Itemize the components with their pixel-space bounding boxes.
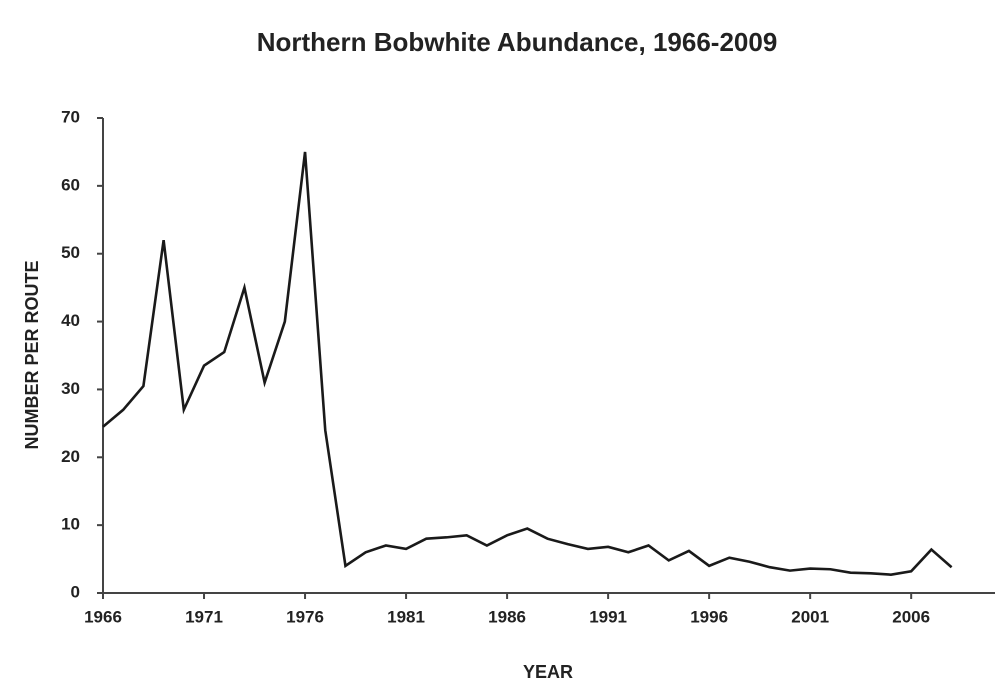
x-tick-label: 1971 bbox=[185, 607, 223, 626]
data-line bbox=[102, 151, 953, 576]
x-tick-label: 2001 bbox=[791, 607, 829, 626]
y-tick-label: 70 bbox=[61, 107, 80, 126]
x-tick-label: 2006 bbox=[892, 607, 930, 626]
x-tick-label: 1996 bbox=[690, 607, 728, 626]
x-tick-label: 1966 bbox=[84, 607, 122, 626]
x-tick-label: 1991 bbox=[589, 607, 627, 626]
y-tick-label: 50 bbox=[61, 243, 80, 262]
chart-title: Northern Bobwhite Abundance, 1966-2009 bbox=[257, 27, 778, 57]
x-axis-label: YEAR bbox=[523, 662, 573, 682]
y-axis-label: NUMBER PER ROUTE bbox=[22, 260, 42, 449]
y-tick-label: 30 bbox=[61, 379, 80, 398]
y-tick-label: 40 bbox=[61, 311, 80, 330]
y-tick-label: 10 bbox=[61, 515, 80, 534]
y-tick-label: 60 bbox=[61, 175, 80, 194]
x-tick-label: 1981 bbox=[387, 607, 425, 626]
x-tick-label: 1976 bbox=[286, 607, 324, 626]
y-tick-label: 20 bbox=[61, 447, 80, 466]
y-tick-label: 0 bbox=[71, 582, 80, 601]
x-tick-label: 1986 bbox=[488, 607, 526, 626]
